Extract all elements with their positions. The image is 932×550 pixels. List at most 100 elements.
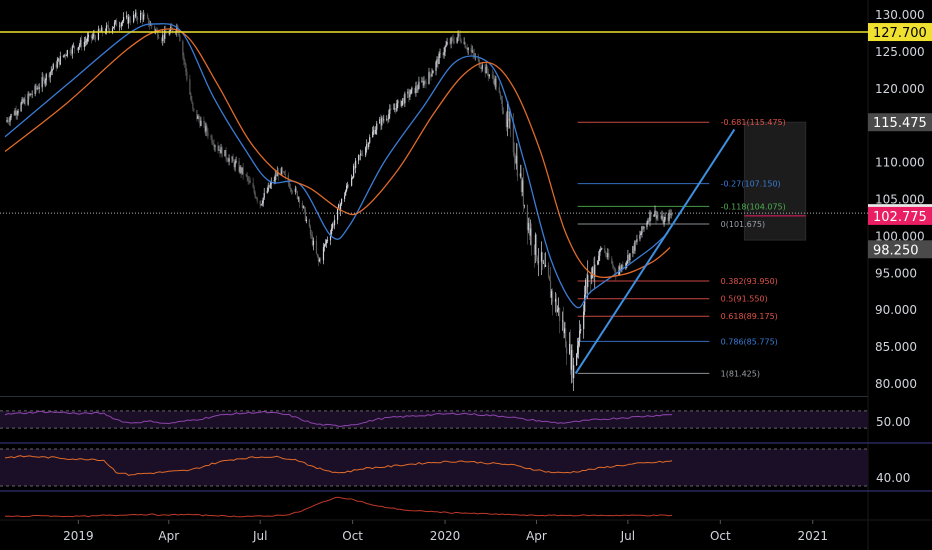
candle-body — [407, 91, 409, 94]
candle-body — [91, 36, 94, 39]
candle-body — [218, 149, 220, 151]
candle-body — [50, 70, 52, 73]
y-tick-label: 130.000 — [875, 8, 925, 22]
candle-body — [562, 320, 565, 334]
candle-body — [332, 223, 335, 226]
candle-body — [354, 166, 356, 169]
candle-body — [171, 26, 173, 29]
candle-body — [66, 50, 68, 56]
candle-body — [353, 166, 355, 178]
candle-body — [281, 168, 283, 172]
candle-body — [48, 74, 50, 78]
candle-body — [17, 111, 19, 113]
candle-body — [296, 191, 298, 199]
candle-body — [316, 253, 319, 257]
candle-body — [403, 98, 405, 104]
candle-body — [100, 27, 103, 33]
candle-body — [85, 41, 87, 43]
candle-body — [457, 33, 459, 38]
candle-body — [507, 110, 509, 121]
candle-body — [31, 93, 33, 95]
candle-body — [253, 187, 255, 193]
candle-body — [365, 147, 367, 156]
candle-body — [386, 119, 388, 120]
candle-body — [633, 246, 635, 251]
candle-body — [515, 155, 517, 164]
candle-body — [526, 204, 529, 231]
candle-body — [660, 216, 662, 219]
candle-body — [397, 100, 399, 104]
price-tag — [868, 113, 932, 132]
candle-body — [270, 181, 272, 185]
candle-body — [301, 202, 303, 208]
candle-body — [224, 150, 226, 157]
candle-body — [259, 200, 261, 205]
candle-body — [654, 210, 656, 215]
fib-level-label: 0(101.675) — [721, 220, 765, 229]
candle-body — [436, 59, 438, 63]
candle-body — [662, 215, 664, 224]
oscillator-axis-label: 40.00 — [876, 471, 910, 485]
candle-body — [303, 206, 306, 209]
candle-body — [478, 59, 480, 67]
candle-body — [393, 108, 395, 110]
candle-body — [190, 94, 192, 100]
candle-body — [464, 42, 466, 48]
x-tick-label: Jul — [252, 529, 267, 543]
fib-level-label: -0.681(115.475) — [721, 118, 786, 127]
candle-body — [502, 110, 504, 114]
candle-body — [606, 255, 608, 258]
candle-body — [115, 20, 118, 27]
candle-body — [599, 249, 601, 256]
candle-body — [310, 234, 313, 236]
candle-body — [428, 72, 430, 85]
candle-body — [191, 99, 193, 103]
candle-body — [163, 34, 165, 39]
candle-body — [597, 261, 599, 265]
candle-body — [317, 256, 320, 262]
candle-body — [586, 280, 588, 288]
candle-body — [118, 25, 121, 27]
candle-body — [16, 112, 18, 115]
candle-body — [336, 207, 339, 220]
candle-body — [304, 208, 307, 221]
candle-body — [23, 99, 25, 103]
candle-body — [580, 328, 582, 331]
candle-body — [141, 13, 143, 15]
candle-body — [650, 211, 652, 217]
x-tick-label: Oct — [710, 529, 731, 543]
candle-body — [509, 119, 511, 123]
y-tick-label: 85.000 — [875, 340, 917, 354]
candle-body — [205, 126, 207, 132]
candle-body — [416, 85, 418, 89]
candle-body — [535, 234, 538, 259]
candle-body — [396, 103, 398, 111]
candle-body — [632, 246, 634, 254]
candle-body — [556, 309, 559, 312]
candle-body — [298, 197, 300, 203]
candle-body — [246, 174, 248, 178]
candle-body — [323, 244, 326, 247]
candle-body — [494, 78, 496, 85]
candle-body — [34, 85, 36, 94]
trendline — [574, 128, 736, 374]
candle-body — [485, 66, 487, 74]
candle-body — [543, 262, 546, 267]
candle-body — [225, 150, 227, 159]
x-tick-label: Oct — [342, 529, 363, 543]
candle-body — [197, 116, 199, 119]
candle-body — [249, 180, 251, 183]
candle-body — [183, 55, 185, 61]
candle-body — [359, 154, 361, 156]
candle-body — [214, 145, 216, 147]
candle-body — [45, 74, 47, 81]
fib-level-label: 0.786(85.775) — [721, 337, 778, 346]
candle-body — [401, 100, 403, 106]
candle-body — [577, 345, 579, 354]
candle-body — [220, 147, 222, 154]
candle-body — [594, 264, 596, 277]
candle-body — [629, 253, 631, 261]
candle-body — [410, 89, 412, 95]
candle-body — [523, 204, 526, 206]
